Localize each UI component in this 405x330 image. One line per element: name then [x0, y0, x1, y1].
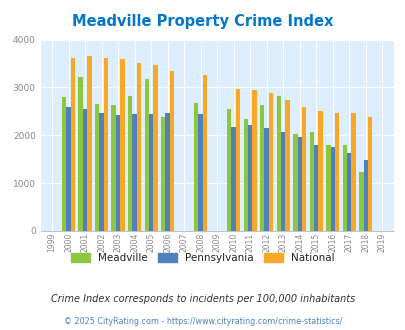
Bar	[301, 107, 306, 231]
Bar	[71, 58, 75, 231]
Bar	[87, 56, 92, 231]
Legend: Meadville, Pennsylvania, National: Meadville, Pennsylvania, National	[67, 248, 338, 267]
Bar	[330, 147, 334, 231]
Bar	[165, 113, 170, 231]
Bar	[318, 112, 322, 231]
Bar	[235, 89, 240, 231]
Bar	[128, 96, 132, 231]
Bar	[358, 172, 362, 231]
Bar	[292, 134, 297, 231]
Bar	[346, 152, 351, 231]
Bar	[198, 114, 202, 231]
Bar	[78, 77, 83, 231]
Text: Crime Index corresponds to incidents per 100,000 inhabitants: Crime Index corresponds to incidents per…	[51, 294, 354, 304]
Bar	[342, 145, 346, 231]
Bar	[264, 128, 268, 231]
Bar	[276, 96, 280, 231]
Bar	[285, 100, 289, 231]
Text: Meadville Property Crime Index: Meadville Property Crime Index	[72, 14, 333, 29]
Bar	[153, 65, 158, 231]
Bar	[280, 132, 285, 231]
Bar	[297, 137, 301, 231]
Bar	[247, 125, 252, 231]
Bar	[116, 115, 120, 231]
Bar	[325, 145, 330, 231]
Bar	[161, 116, 165, 231]
Bar	[313, 145, 318, 231]
Bar	[268, 93, 273, 231]
Bar	[111, 105, 116, 231]
Bar	[309, 132, 313, 231]
Text: © 2025 CityRating.com - https://www.cityrating.com/crime-statistics/: © 2025 CityRating.com - https://www.city…	[64, 317, 341, 326]
Bar	[144, 79, 149, 231]
Bar	[99, 113, 104, 231]
Bar	[367, 117, 371, 231]
Bar	[243, 119, 247, 231]
Bar	[202, 76, 207, 231]
Bar	[226, 109, 231, 231]
Bar	[120, 59, 125, 231]
Bar	[334, 113, 339, 231]
Bar	[62, 97, 66, 231]
Bar	[104, 58, 108, 231]
Bar	[136, 63, 141, 231]
Bar	[66, 107, 71, 231]
Bar	[194, 103, 198, 231]
Bar	[252, 90, 256, 231]
Bar	[95, 104, 99, 231]
Bar	[362, 160, 367, 231]
Bar	[259, 105, 264, 231]
Bar	[149, 114, 153, 231]
Bar	[231, 127, 235, 231]
Bar	[83, 110, 87, 231]
Bar	[351, 113, 355, 231]
Bar	[132, 114, 136, 231]
Bar	[170, 71, 174, 231]
